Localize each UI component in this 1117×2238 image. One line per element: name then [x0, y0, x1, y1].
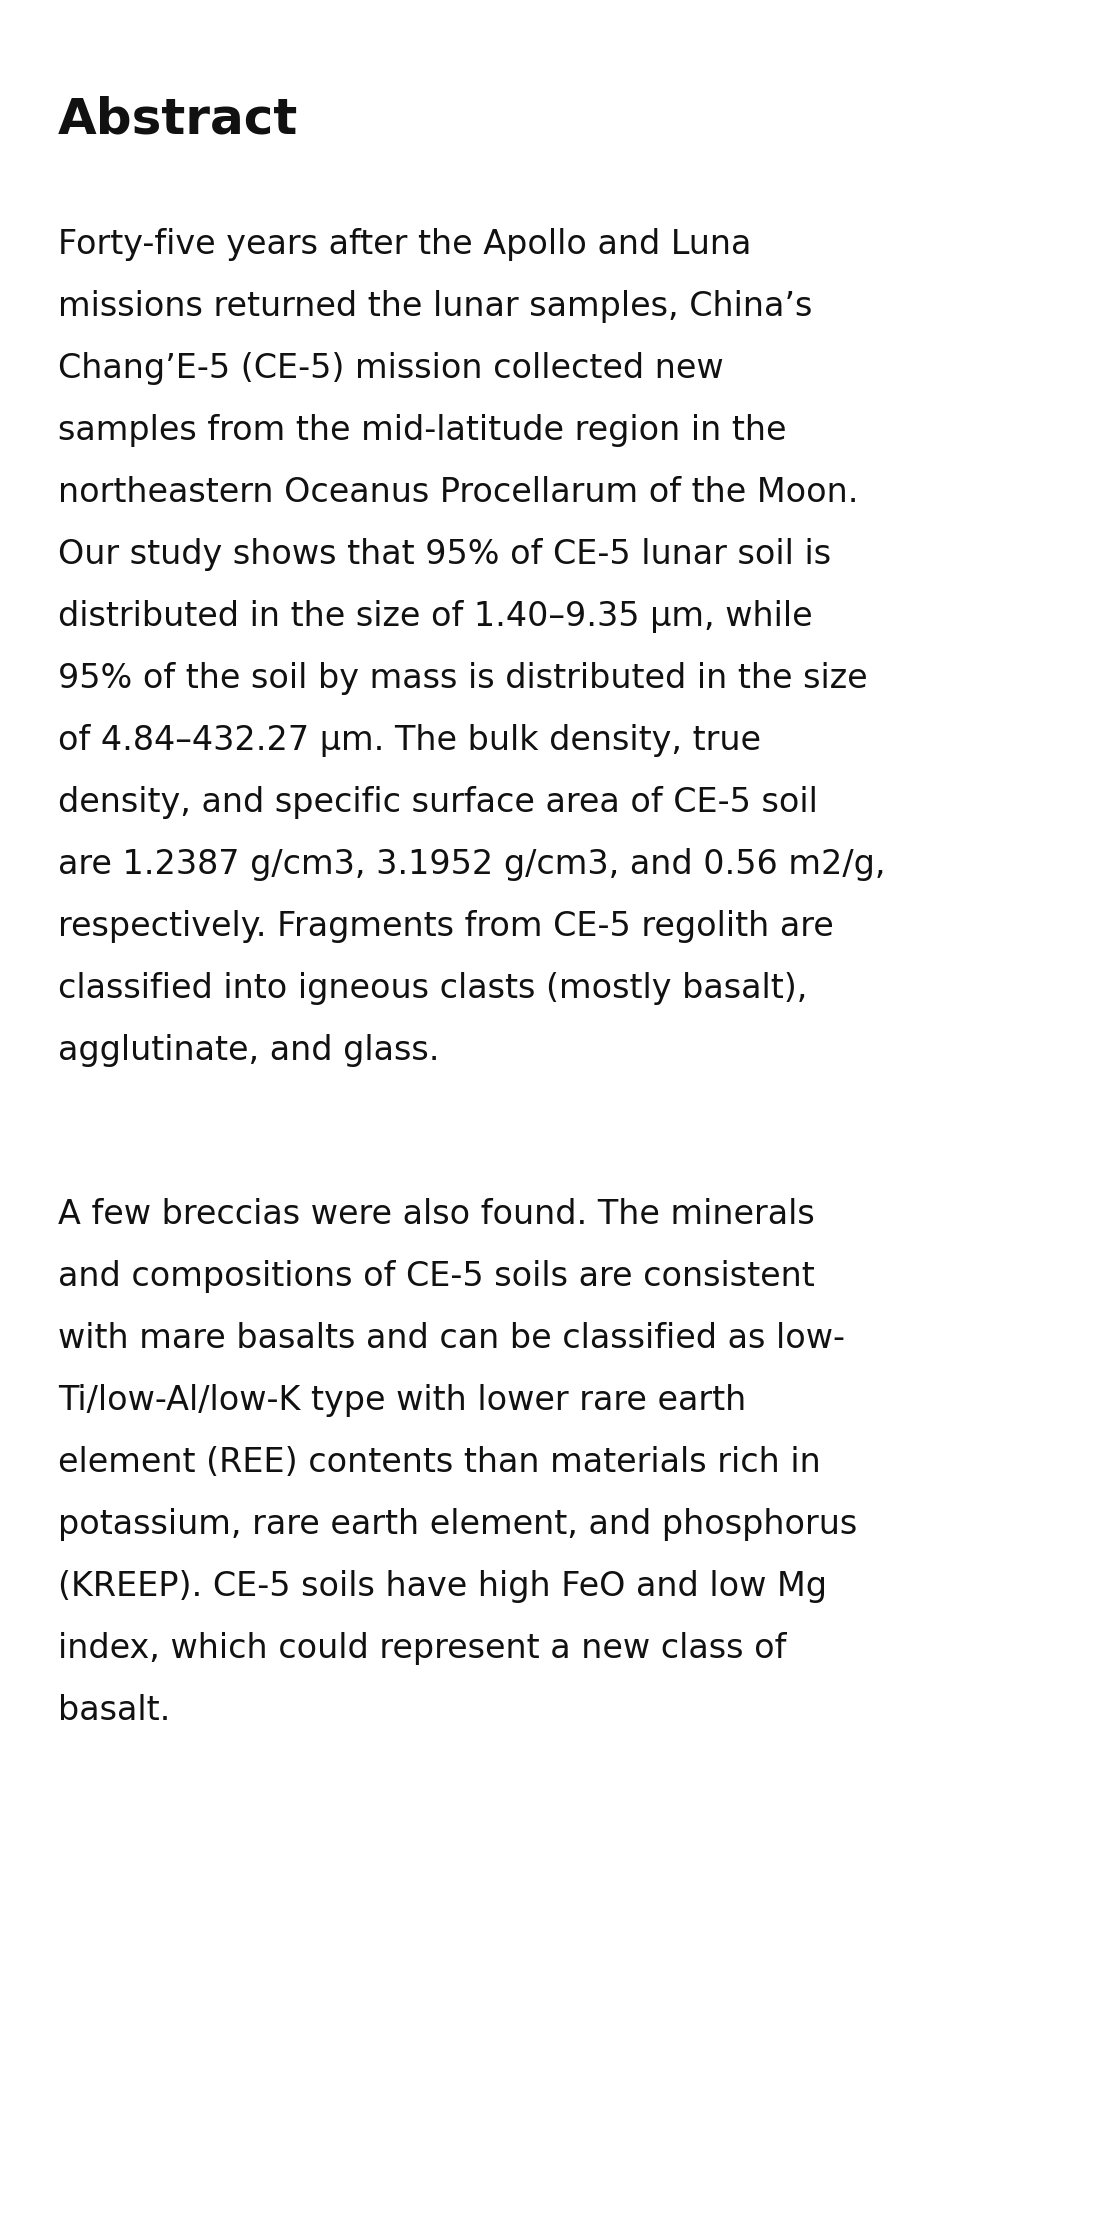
- Text: element (REE) contents than materials rich in: element (REE) contents than materials ri…: [58, 1446, 821, 1479]
- Text: basalt.: basalt.: [58, 1694, 171, 1728]
- Text: density, and specific surface area of CE-5 soil: density, and specific surface area of CE…: [58, 786, 818, 819]
- Text: respectively. Fragments from CE-5 regolith are: respectively. Fragments from CE-5 regoli…: [58, 911, 833, 942]
- Text: index, which could represent a new class of: index, which could represent a new class…: [58, 1632, 786, 1665]
- Text: distributed in the size of 1.40–9.35 μm, while: distributed in the size of 1.40–9.35 μm,…: [58, 600, 813, 633]
- Text: (KREEP). CE-5 soils have high FeO and low Mg: (KREEP). CE-5 soils have high FeO and lo…: [58, 1571, 827, 1602]
- Text: samples from the mid-latitude region in the: samples from the mid-latitude region in …: [58, 414, 786, 448]
- Text: missions returned the lunar samples, China’s: missions returned the lunar samples, Chi…: [58, 291, 812, 322]
- Text: potassium, rare earth element, and phosphorus: potassium, rare earth element, and phosp…: [58, 1508, 857, 1542]
- Text: northeastern Oceanus Procellarum of the Moon.: northeastern Oceanus Procellarum of the …: [58, 477, 859, 508]
- Text: of 4.84–432.27 μm. The bulk density, true: of 4.84–432.27 μm. The bulk density, tru…: [58, 725, 761, 756]
- Text: A few breccias were also found. The minerals: A few breccias were also found. The mine…: [58, 1197, 814, 1231]
- Text: Forty-five years after the Apollo and Luna: Forty-five years after the Apollo and Lu…: [58, 228, 752, 262]
- Text: 95% of the soil by mass is distributed in the size: 95% of the soil by mass is distributed i…: [58, 662, 868, 696]
- Text: classified into igneous clasts (mostly basalt),: classified into igneous clasts (mostly b…: [58, 971, 808, 1005]
- Text: Ti/low-Al/low-K type with lower rare earth: Ti/low-Al/low-K type with lower rare ear…: [58, 1383, 746, 1417]
- Text: with mare basalts and can be classified as low-: with mare basalts and can be classified …: [58, 1323, 844, 1354]
- Text: and compositions of CE-5 soils are consistent: and compositions of CE-5 soils are consi…: [58, 1260, 814, 1294]
- Text: Abstract: Abstract: [58, 94, 298, 143]
- Text: are 1.2387 g/cm3, 3.1952 g/cm3, and 0.56 m2/g,: are 1.2387 g/cm3, 3.1952 g/cm3, and 0.56…: [58, 848, 886, 882]
- Text: agglutinate, and glass.: agglutinate, and glass.: [58, 1034, 439, 1068]
- Text: Our study shows that 95% of CE-5 lunar soil is: Our study shows that 95% of CE-5 lunar s…: [58, 537, 831, 571]
- Text: Chang’E-5 (CE-5) mission collected new: Chang’E-5 (CE-5) mission collected new: [58, 351, 724, 385]
